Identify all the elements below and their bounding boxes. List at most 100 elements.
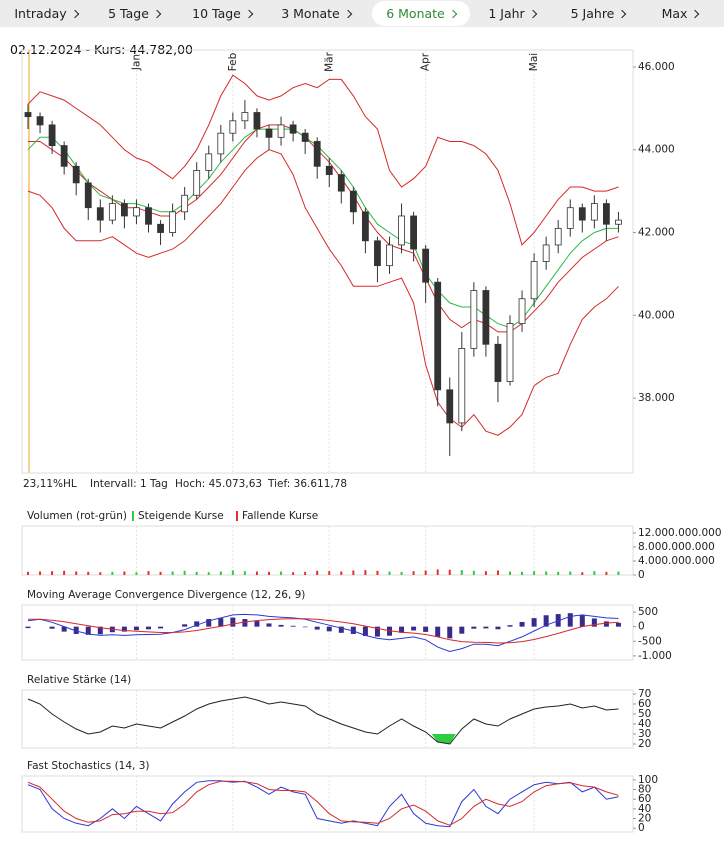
candle-body [253,112,261,130]
histogram-bar [61,626,67,632]
volume-bar [147,571,150,575]
volume-bar [605,571,608,575]
y-tick-label: 30 [638,728,651,740]
histogram-bar [531,618,537,627]
y-tick-label: 40.000 [638,309,675,321]
candle-body [530,261,538,300]
histogram-bar [399,626,405,633]
panel-frame [21,49,634,474]
histogram-bar [543,615,549,627]
volume-bar [171,571,174,575]
histogram-bar [218,618,224,627]
volume-bar [496,570,499,575]
tab[interactable]: 1 Jahr [476,1,548,26]
candle-body [217,132,225,155]
candle-body [145,207,152,225]
range-tabs: Intraday 5 Tage 10 Tage 3 Monate 6 Monat… [0,0,724,27]
histogram-bar [314,626,320,630]
histogram-bar [85,626,91,635]
tab[interactable]: Max [645,1,715,26]
candle-body [60,145,68,167]
y-tick-label: 50 [638,708,651,720]
tab[interactable]: 5 Tage [95,1,173,26]
volume-bar [87,571,90,575]
candle-body [422,248,430,283]
volume-bar [533,571,536,575]
histogram-bar [182,624,188,627]
volume-bar [388,571,391,575]
tab[interactable]: 6 Monate [372,1,470,26]
histogram-bar [266,623,272,627]
histogram-bar [362,626,368,637]
histogram-bar [254,621,260,627]
histogram-bar [374,626,380,637]
x-tick-label: Feb [227,52,239,71]
candle-body [518,298,526,324]
volume-bar [545,571,548,575]
candle-body [289,124,297,134]
histogram-bar [97,626,103,635]
tab[interactable]: Intraday [2,1,90,26]
stat-label: Hoch: 45.073,63 [175,478,262,490]
candle-body [578,207,586,221]
tab[interactable]: 5 Jahre [556,1,640,26]
legend-swatch [132,511,134,521]
volume-bar [135,572,138,575]
candle-body [301,132,309,142]
y-tick-label: 0 [638,569,645,581]
y-tick-label: 44.000 [638,144,675,156]
candle-body [603,203,610,225]
histogram-bar [278,624,284,627]
y-tick-label: 80 [638,784,651,796]
panel-frame [21,525,634,576]
candle-body [36,116,44,126]
histogram-bar [121,626,127,632]
histogram-bar [471,626,477,629]
y-tick-label: 60 [638,698,651,710]
histogram-bar [206,619,212,627]
volume-bar [352,570,355,575]
volume-bar [472,570,475,575]
line [27,128,619,329]
y-tick-label: 46.000 [638,61,675,73]
candle-body [361,211,369,242]
candle-body [446,389,454,424]
histogram-bar [483,626,489,629]
panel-title: Moving Average Convergence Divergence (1… [27,589,305,601]
y-tick-label: 8.000.000.000 [638,541,715,553]
line [27,696,619,745]
volume-bar [268,571,270,575]
volume-bar [243,571,246,575]
candle-body [349,190,357,213]
y-tick-label: 38.000 [638,392,675,404]
volume-bar [159,571,162,575]
histogram-bar [507,625,513,627]
volume-bar [280,571,283,575]
panel-title: Fast Stochastics (14, 3) [27,760,150,772]
candle-body [615,219,622,225]
tab[interactable]: 10 Tage [180,1,264,26]
volume-bar [364,570,367,575]
volume-bar [376,570,379,575]
volume-bar [460,570,463,575]
x-tick-label: Mär [323,51,335,71]
y-tick-label: 500 [638,606,658,618]
tab[interactable]: 3 Monate [270,1,362,26]
candle-body [108,203,116,221]
y-tick-label: 0 [638,621,645,633]
histogram-bar [519,621,525,627]
histogram-bar [73,626,79,634]
y-tick-label: 40 [638,718,651,730]
candle-body [48,124,56,147]
histogram-bar [230,617,236,627]
candle-body [24,112,32,118]
y-tick-label: 42.000 [638,227,675,239]
histogram-bar [158,626,164,629]
volume-bar [99,572,102,575]
volume-bar [412,571,415,575]
y-tick-label: 0 [638,822,645,834]
volume-bar [617,571,620,575]
volume-bar [231,570,234,575]
candle-body [566,207,574,229]
